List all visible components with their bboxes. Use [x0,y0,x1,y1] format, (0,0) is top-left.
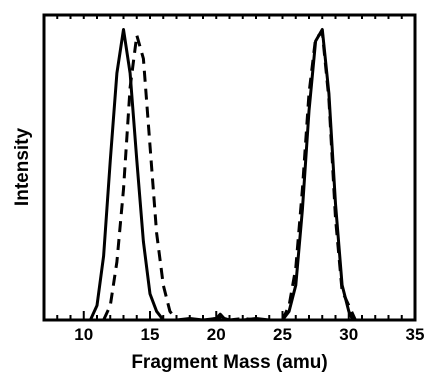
series-line-solid [89,28,355,322]
top-minor-ticks [43,15,416,19]
plot-frame [42,13,417,322]
series-line-dashed [102,30,357,322]
series-layer [89,28,357,322]
x-tick-label: 30 [339,325,358,344]
y-axis-title: Intensity [12,128,33,207]
x-tick-label: 20 [207,325,226,344]
x-tick-label: 15 [141,325,160,344]
x-tick-label: 35 [406,325,425,344]
x-tick-label: 25 [273,325,292,344]
x-tick-labels: 10 15 20 25 30 35 [74,325,424,344]
x-axis-ticks [43,311,416,320]
x-axis-title: Fragment Mass (amu) [131,352,327,373]
x-tick-label: 10 [74,325,93,344]
